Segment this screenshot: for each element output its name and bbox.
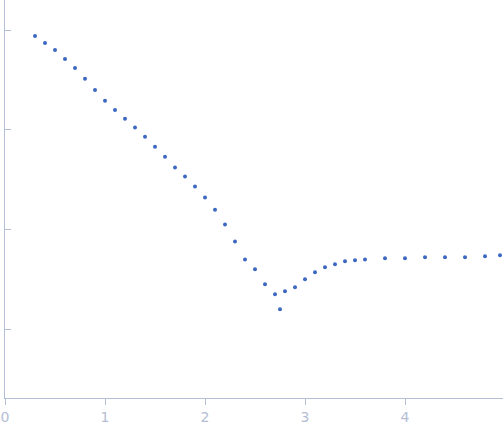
svg-text:3: 3 <box>301 409 310 425</box>
svg-text:1: 1 <box>101 409 110 425</box>
svg-text:0: 0 <box>1 409 10 425</box>
svg-text:4: 4 <box>401 409 410 425</box>
svg-text:2: 2 <box>201 409 210 425</box>
